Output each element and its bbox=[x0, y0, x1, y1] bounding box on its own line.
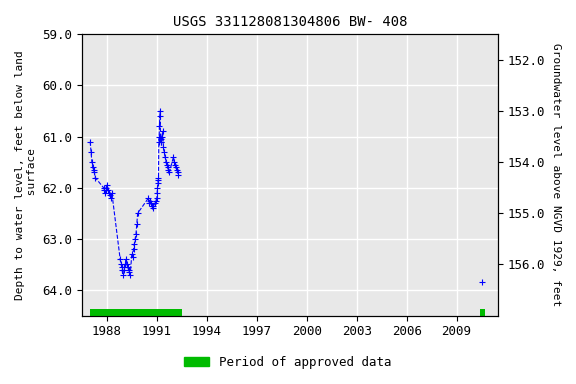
Title: USGS 331128081304806 BW- 408: USGS 331128081304806 BW- 408 bbox=[173, 15, 407, 29]
FancyBboxPatch shape bbox=[480, 310, 485, 316]
FancyBboxPatch shape bbox=[90, 310, 182, 316]
Y-axis label: Depth to water level, feet below land
 surface: Depth to water level, feet below land su… bbox=[15, 50, 37, 300]
Legend: Period of approved data: Period of approved data bbox=[179, 351, 397, 374]
Y-axis label: Groundwater level above NGVD 1929, feet: Groundwater level above NGVD 1929, feet bbox=[551, 43, 561, 306]
